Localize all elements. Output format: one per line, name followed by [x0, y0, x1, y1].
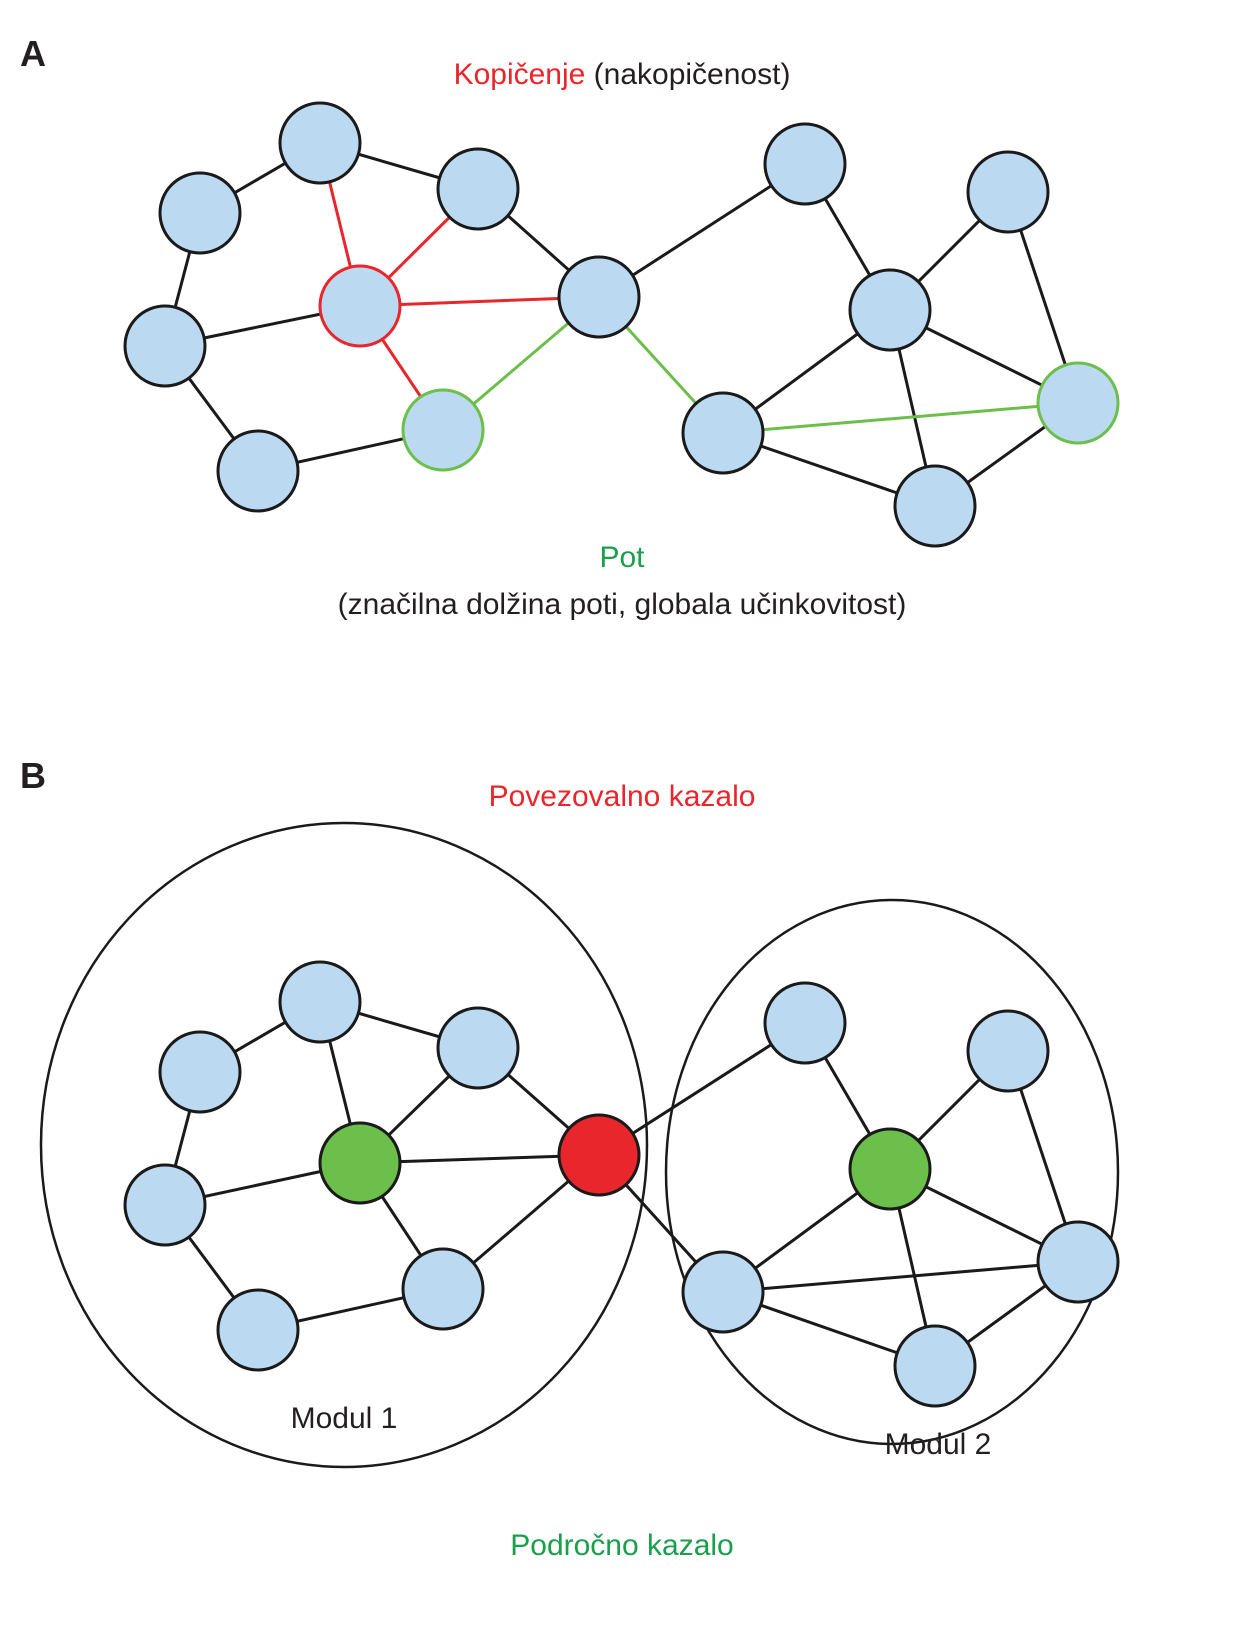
- network-node: [436, 147, 520, 231]
- module-1-hub-node: [318, 1121, 402, 1205]
- network-node: [123, 1163, 207, 1247]
- path-end-node: [401, 388, 485, 472]
- module-1-boundary: [39, 821, 649, 1469]
- network-node: [966, 150, 1050, 234]
- network-node: [557, 255, 641, 339]
- network-node: [216, 429, 300, 513]
- network-node: [123, 304, 207, 388]
- network-node: [681, 1250, 765, 1334]
- network-node: [893, 1324, 977, 1408]
- panel-b-nodes: [123, 960, 1120, 1408]
- clustering-title-highlight: Kopičenje: [454, 58, 586, 91]
- network-node: [278, 101, 362, 185]
- network-node: [158, 1030, 242, 1114]
- network-node: [1036, 1220, 1120, 1304]
- network-node: [158, 171, 242, 255]
- panel-b: B Povezovalno kazalo: [20, 755, 1120, 1562]
- network-node: [966, 1009, 1050, 1093]
- network-node: [763, 981, 847, 1065]
- network-node: [763, 122, 847, 206]
- panel-a-nodes: [123, 101, 1120, 548]
- network-node: [893, 464, 977, 548]
- network-node: [681, 391, 765, 475]
- module-2-hub-node: [848, 1127, 932, 1211]
- clustering-title: Kopičenje (nakopičenost): [454, 58, 791, 91]
- network-node: [278, 960, 362, 1044]
- path-end-node: [1036, 361, 1120, 445]
- panel-a-label: A: [20, 33, 46, 74]
- module-1-label: Modul 1: [291, 1402, 398, 1435]
- network-node: [848, 268, 932, 352]
- clustering-node: [318, 264, 402, 348]
- hub-index-title: Povezovalno kazalo: [489, 780, 756, 813]
- edge: [721, 1260, 1080, 1294]
- network-node: [436, 1006, 520, 1090]
- path-edge: [721, 401, 1080, 435]
- module-2-boundary: [664, 898, 1120, 1446]
- local-index-title: Področno kazalo: [510, 1529, 733, 1562]
- network-node: [216, 1288, 300, 1372]
- network-node: [401, 1247, 485, 1331]
- panel-b-label: B: [20, 755, 46, 796]
- path-sublabel: (značilna dolžina poti, globala učinkovi…: [338, 588, 907, 621]
- panel-a: A Kopičenje (nakopičenost): [20, 33, 1120, 621]
- path-edges: [441, 295, 1080, 435]
- connector-hub-node: [557, 1113, 641, 1197]
- path-label: Pot: [599, 541, 645, 574]
- clustering-title-rest: (nakopičenost): [585, 58, 790, 91]
- module-2-label: Modul 2: [885, 1428, 992, 1461]
